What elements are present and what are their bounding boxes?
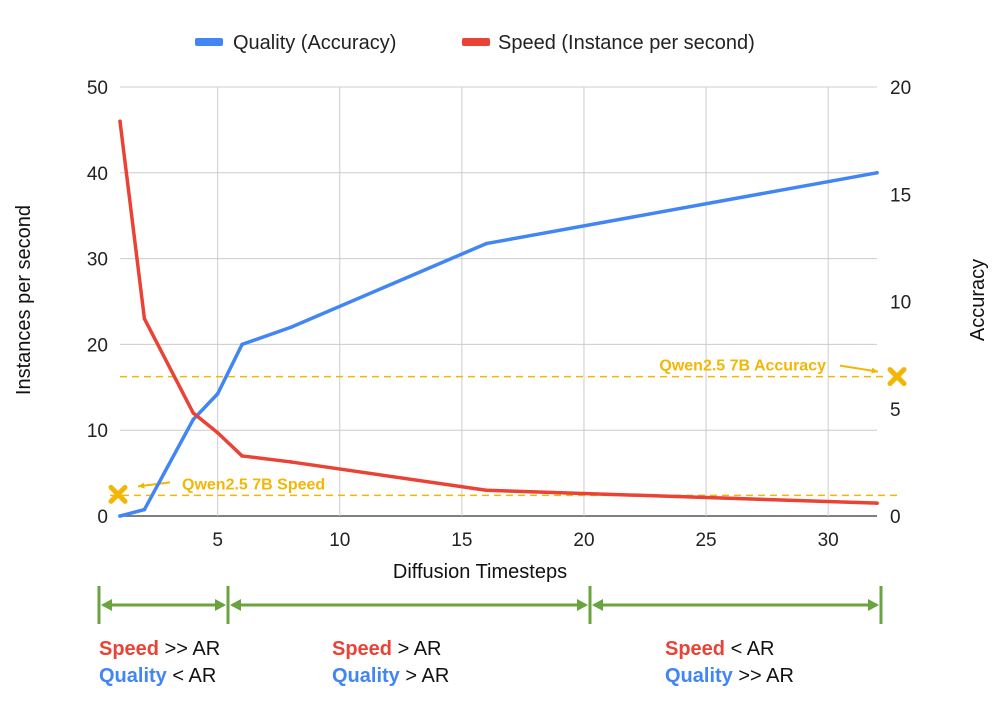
y-left-tick-label: 0 (97, 507, 108, 528)
data-point-speed (142, 316, 147, 321)
y-right-tick-label: 20 (890, 78, 911, 99)
data-point-quality (118, 514, 122, 518)
region-speed-comparison: >> AR (159, 638, 220, 660)
region-quality-comparison: < AR (167, 665, 216, 687)
x-tick-label: 30 (818, 530, 839, 551)
legend-label-quality: Quality (Accuracy) (233, 32, 396, 54)
series-line-speed (118, 119, 879, 505)
region-quality-text: Quality > AR (332, 665, 449, 687)
x-tick-label: 5 (212, 530, 223, 551)
data-point-speed (191, 411, 196, 415)
data-point-quality (289, 325, 293, 330)
y-right-tick-label: 0 (890, 507, 901, 528)
region-quality-comparison: > AR (400, 665, 449, 687)
region-quality-keyword: Quality (332, 665, 401, 687)
series-line-quality (118, 171, 879, 518)
region-speed-text: Speed < AR (665, 638, 775, 660)
region-speed-text: Speed >> AR (99, 638, 220, 660)
region-quality-keyword: Quality (665, 665, 734, 687)
region-quality-text: Quality >> AR (665, 665, 794, 687)
y-right-axis-title: Accuracy (967, 259, 989, 341)
legend-swatch-quality (195, 38, 223, 46)
data-point-speed (289, 460, 293, 464)
region-speed-text: Speed > AR (332, 638, 442, 660)
accuracy-reference-marker (887, 367, 907, 387)
y-right-tick-label: 10 (890, 293, 911, 314)
bracket-arrow-left (230, 599, 241, 611)
y-left-tick-label: 40 (87, 164, 108, 185)
bracket-arrow-right (577, 599, 588, 611)
data-point-speed (240, 454, 244, 458)
y-left-tick-label: 50 (87, 78, 108, 99)
accuracy-reference-arrow (839, 364, 879, 374)
legend-swatch-speed (462, 38, 490, 46)
bracket-arrow-left (592, 599, 603, 611)
y-right-tick-label: 5 (890, 400, 901, 421)
bracket-arrow-right (215, 599, 226, 611)
data-point-speed (875, 501, 879, 505)
x-marker-stroke (108, 484, 128, 504)
y-left-axis-title: Instances per second (13, 205, 35, 395)
data-point-quality (240, 342, 244, 347)
arrow-head (871, 367, 878, 374)
region-speed-comparison: > AR (392, 638, 441, 660)
region-speed-keyword: Speed (665, 638, 725, 660)
data-point-quality (875, 171, 879, 175)
region-speed-keyword: Speed (332, 638, 392, 660)
bracket-arrow-right (868, 599, 879, 611)
y-left-tick-label: 20 (87, 335, 108, 356)
bracket-arrow-left (101, 599, 112, 611)
region-bracket-3 (592, 599, 879, 611)
region-quality-text: Quality < AR (99, 665, 216, 687)
y-left-tick-label: 30 (87, 250, 108, 271)
y-right-tick-label: 15 (890, 185, 911, 206)
data-point-speed (118, 119, 122, 124)
region-bracket-1 (101, 599, 226, 611)
x-marker-stroke (887, 367, 907, 387)
speed-reference-arrow (137, 481, 171, 489)
data-point-quality (215, 391, 220, 396)
region-bracket-2 (230, 599, 588, 611)
accuracy-reference-label: Qwen2.5 7B Accuracy (659, 358, 826, 375)
region-speed-keyword: Speed (99, 638, 159, 660)
arrow-shaft (839, 364, 879, 373)
region-quality-comparison: >> AR (733, 665, 794, 687)
x-axis-title: Diffusion Timesteps (393, 561, 567, 583)
data-point-quality (484, 241, 489, 246)
x-tick-label: 20 (573, 530, 594, 551)
region-speed-comparison: < AR (725, 638, 774, 660)
data-point-speed (484, 488, 489, 493)
data-point-quality (142, 507, 147, 512)
y-left-tick-label: 10 (87, 421, 108, 442)
region-quality-keyword: Quality (99, 665, 168, 687)
speed-reference-marker (108, 484, 128, 504)
x-tick-label: 15 (451, 530, 472, 551)
speed-reference-label: Qwen2.5 7B Speed (182, 476, 325, 493)
x-tick-label: 25 (695, 530, 716, 551)
arrow-head (138, 482, 145, 489)
data-point-speed (215, 430, 220, 435)
data-point-quality (191, 417, 196, 422)
legend-label-speed: Speed (Instance per second) (498, 32, 755, 54)
x-tick-label: 10 (329, 530, 350, 551)
